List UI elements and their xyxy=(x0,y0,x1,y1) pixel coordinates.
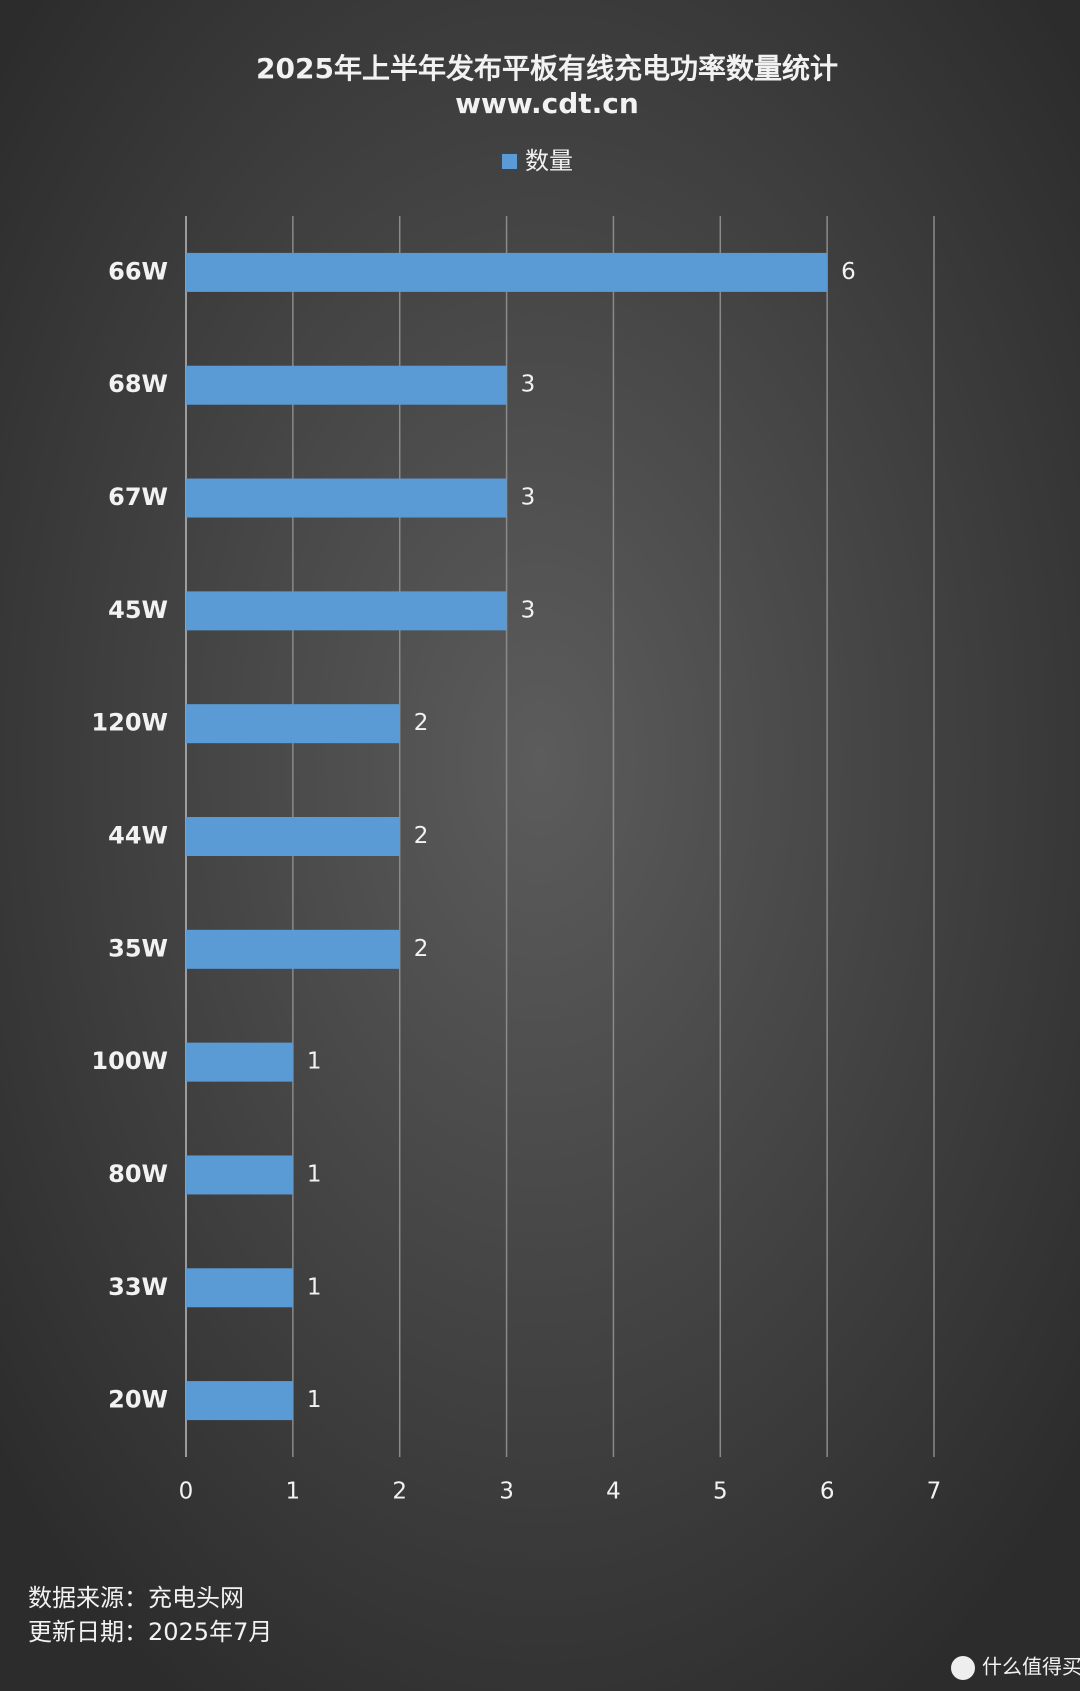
y-tick-label: 35W xyxy=(108,934,168,962)
value-label: 1 xyxy=(307,1161,322,1187)
bar xyxy=(186,478,507,518)
value-label: 2 xyxy=(414,823,429,849)
chart-subtitle: www.cdt.cn xyxy=(455,87,639,120)
x-tick-label: 6 xyxy=(820,1479,835,1505)
bar xyxy=(186,1381,293,1421)
y-tick-label: 67W xyxy=(108,483,168,511)
y-tick-label: 44W xyxy=(108,822,168,850)
y-tick-label: 80W xyxy=(108,1160,168,1188)
x-tick-label: 0 xyxy=(179,1479,194,1505)
y-tick-label: 66W xyxy=(108,257,168,285)
x-tick-label: 2 xyxy=(392,1479,407,1505)
value-label: 6 xyxy=(841,259,856,285)
bar xyxy=(186,591,507,631)
value-label: 2 xyxy=(414,936,429,962)
bar xyxy=(186,929,400,969)
value-label: 3 xyxy=(521,485,536,511)
value-label: 1 xyxy=(307,1049,322,1075)
footer-updated: 更新日期：2025年7月 xyxy=(28,1618,272,1646)
bar xyxy=(186,252,828,292)
y-tick-label: 20W xyxy=(108,1386,168,1414)
bar xyxy=(186,704,400,744)
legend-label: 数量 xyxy=(525,147,573,175)
value-label: 1 xyxy=(307,1387,322,1413)
bar xyxy=(186,365,507,405)
value-label: 3 xyxy=(521,597,536,623)
bar xyxy=(186,1268,293,1308)
y-tick-label: 120W xyxy=(91,709,168,737)
legend-swatch xyxy=(502,154,517,169)
y-tick-label: 68W xyxy=(108,370,168,398)
y-tick-label: 100W xyxy=(91,1047,168,1075)
x-tick-label: 5 xyxy=(713,1479,728,1505)
watermark-icon xyxy=(951,1656,975,1680)
bar xyxy=(186,817,400,856)
bar xyxy=(186,1155,293,1195)
watermark: 什么值得买 xyxy=(982,1655,1080,1679)
value-label: 1 xyxy=(307,1274,322,1300)
value-label: 2 xyxy=(414,710,429,736)
chart-title: 2025年上半年发布平板有线充电功率数量统计 xyxy=(256,52,838,85)
footer-source: 数据来源：充电头网 xyxy=(28,1584,244,1612)
bar xyxy=(186,1042,293,1082)
x-tick-label: 3 xyxy=(499,1479,514,1505)
x-tick-label: 7 xyxy=(927,1479,942,1505)
y-tick-label: 33W xyxy=(108,1273,168,1301)
x-tick-label: 1 xyxy=(286,1479,301,1505)
x-tick-label: 4 xyxy=(606,1479,621,1505)
y-tick-label: 45W xyxy=(108,596,168,624)
value-label: 3 xyxy=(521,372,536,398)
